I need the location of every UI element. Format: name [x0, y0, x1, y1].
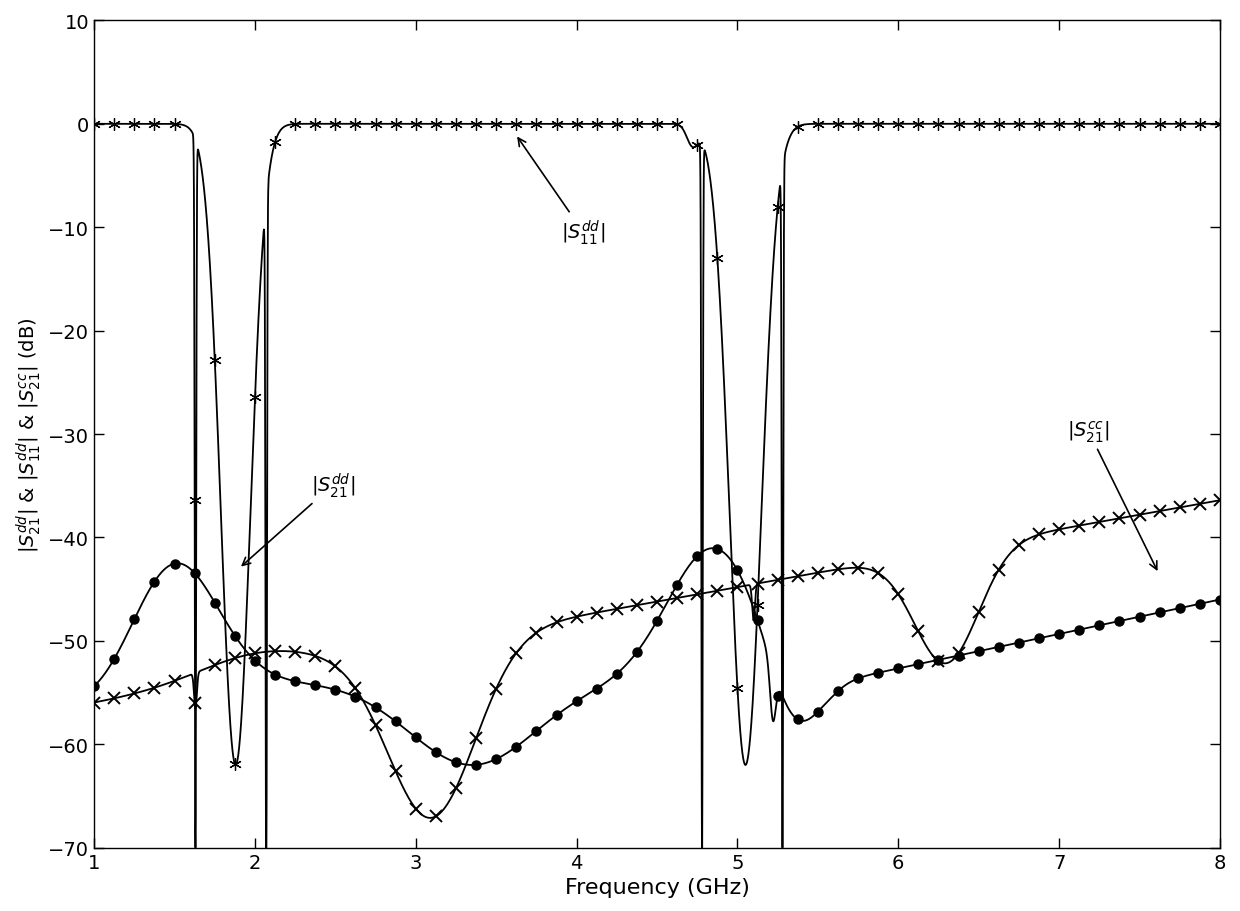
Text: $|S^{dd}_{21}|$: $|S^{dd}_{21}|$	[242, 471, 356, 566]
Text: $|S^{dd}_{11}|$: $|S^{dd}_{11}|$	[518, 138, 605, 246]
Y-axis label: $|S^{dd}_{21}|$ & $|S^{dd}_{11}|$ & $|S^{cc}_{21}|$ (dB): $|S^{dd}_{21}|$ & $|S^{dd}_{11}|$ & $|S^…	[14, 317, 42, 552]
Text: $|S^{cc}_{21}|$: $|S^{cc}_{21}|$	[1068, 419, 1157, 570]
X-axis label: Frequency (GHz): Frequency (GHz)	[564, 877, 749, 897]
